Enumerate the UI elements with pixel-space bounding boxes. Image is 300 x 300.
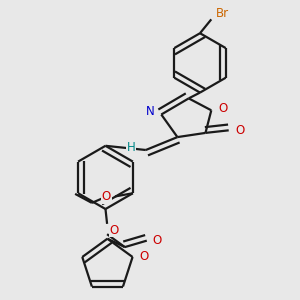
Text: O: O xyxy=(110,224,119,237)
Text: H: H xyxy=(127,141,136,154)
Text: O: O xyxy=(235,124,244,137)
Text: O: O xyxy=(140,250,149,263)
Text: O: O xyxy=(153,234,162,247)
Text: O: O xyxy=(218,102,228,115)
Text: O: O xyxy=(102,190,111,203)
Text: N: N xyxy=(146,105,154,119)
Text: Br: Br xyxy=(215,8,229,20)
